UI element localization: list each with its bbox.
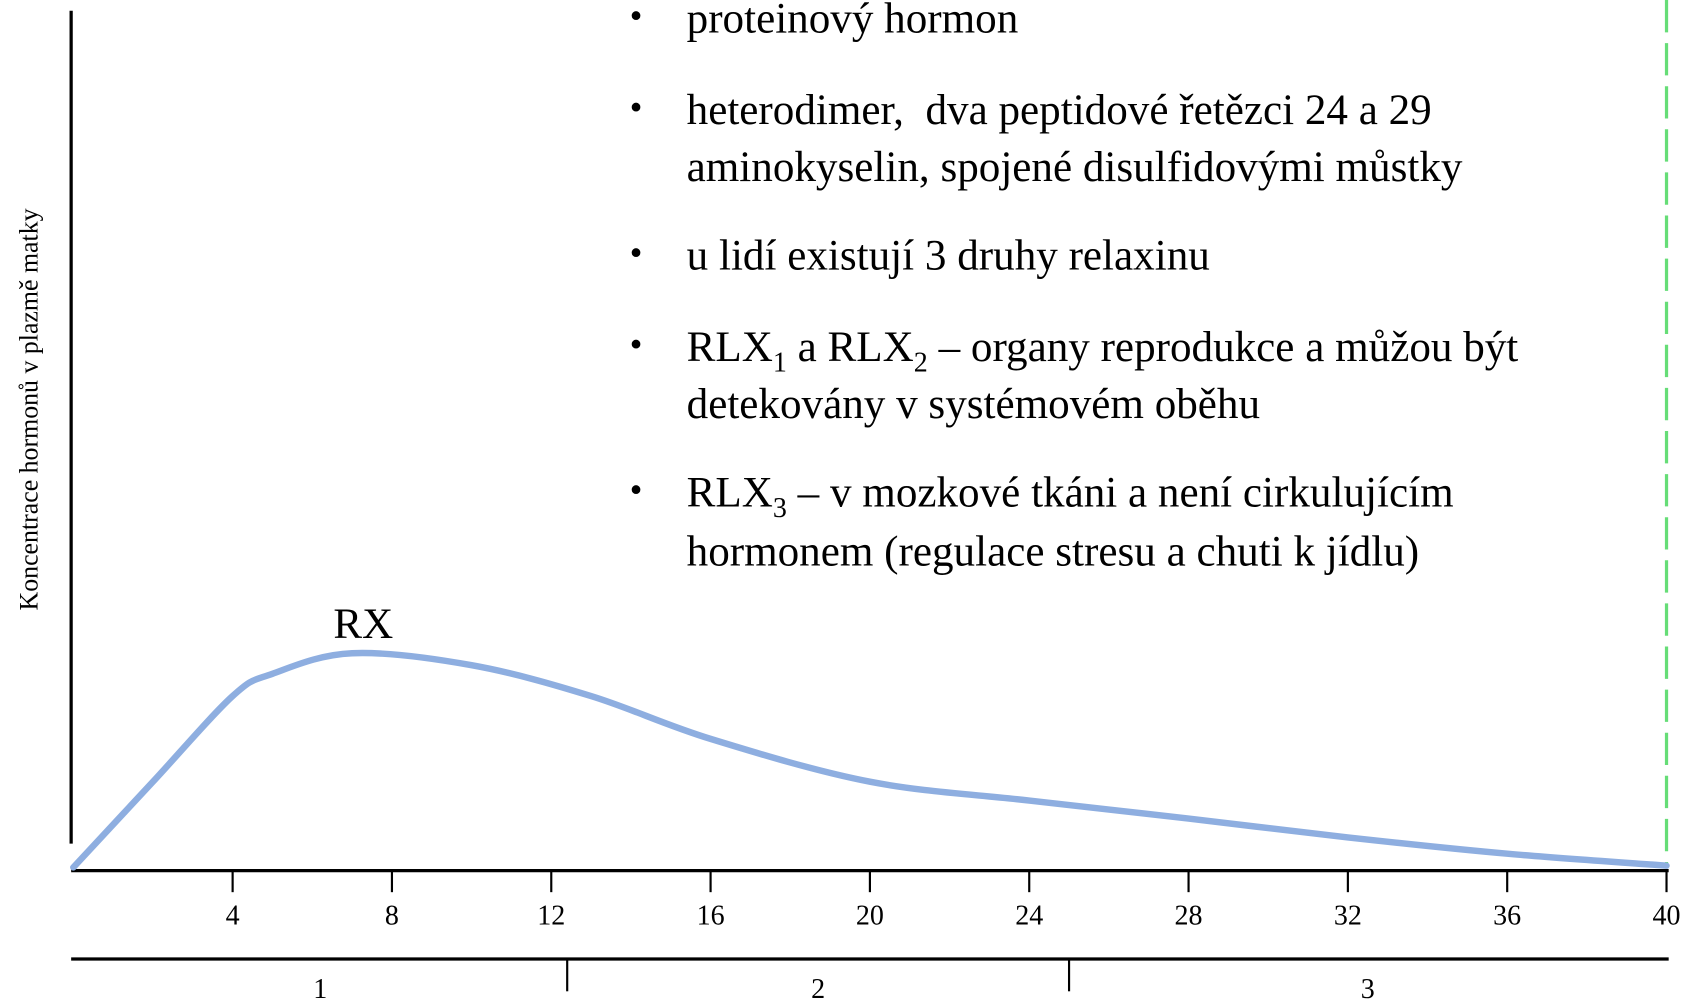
bullet-dot: •	[630, 232, 643, 273]
bullet-line: heterodimer, dva peptidové řetězci 24 a …	[687, 87, 1432, 134]
bullet-text: – organy reprodukce a můžou být	[928, 324, 1519, 371]
line-series	[70, 649, 1670, 871]
bullet-line: RLX3​ – v mozkové tkáni a není cirkulují…	[687, 469, 1454, 524]
bullet-dot: •	[630, 469, 643, 510]
bullet-dot: •	[630, 0, 643, 36]
bullet-text: – v mozkové tkáni a není cirkulujícím	[787, 469, 1454, 516]
trimester-label: 3	[1361, 974, 1375, 1001]
y-axis-label: Koncentrace hormonů v plazmě matky	[15, 208, 44, 610]
bullet-text: RLX	[687, 469, 773, 516]
trimester-label: 2	[811, 974, 825, 1001]
annotation: RX	[333, 601, 393, 648]
bullet-line: hormonem (regulace stresu a chuti k jídl…	[687, 529, 1420, 576]
x-tick-label: 28	[1175, 901, 1203, 932]
x-tick-label: 24	[1015, 901, 1043, 932]
x-tick-label: 8	[385, 901, 399, 932]
x-tick-label: 12	[537, 901, 565, 932]
bullet-text: aminokyselin, spojené disulfidovými můst…	[687, 144, 1463, 191]
bullet-line: aminokyselin, spojené disulfidovými můst…	[687, 144, 1463, 191]
bullet-line: detekovány v systémovém oběhu	[687, 381, 1260, 428]
x-tick-label: 16	[697, 901, 725, 932]
x-tick-label: 20	[856, 901, 884, 932]
x-tick-label: 32	[1334, 901, 1362, 932]
x-tick-label: 36	[1493, 901, 1521, 932]
x-tick-label: 4	[226, 901, 240, 932]
bullet-text: detekovány v systémovém oběhu	[687, 381, 1260, 428]
bullet-dot: •	[630, 87, 643, 128]
x-tick-label: 40	[1653, 901, 1681, 932]
bullet-text: RLX	[687, 324, 773, 371]
bullet-text: u lidí existují 3 druhy relaxinu	[687, 232, 1210, 279]
bullet-dot: •	[630, 324, 643, 365]
bullet-text: a RLX	[787, 324, 914, 371]
trimester-label: 1	[313, 974, 327, 1001]
bullet-line: u lidí existují 3 druhy relaxinu	[687, 232, 1210, 279]
bullet-line: proteinový hormon	[687, 0, 1019, 42]
bullet-text: heterodimer, dva peptidové řetězci 24 a …	[687, 87, 1432, 134]
subscript: 2	[914, 348, 928, 379]
subscript: 3	[773, 493, 787, 524]
bullet-text: proteinový hormon	[687, 0, 1019, 42]
subscript: 1	[773, 348, 787, 379]
bullet-line: RLX1​ a RLX2​ – organy reprodukce a můžo…	[687, 324, 1519, 379]
bullet-text: hormonem (regulace stresu a chuti k jídl…	[687, 529, 1420, 576]
